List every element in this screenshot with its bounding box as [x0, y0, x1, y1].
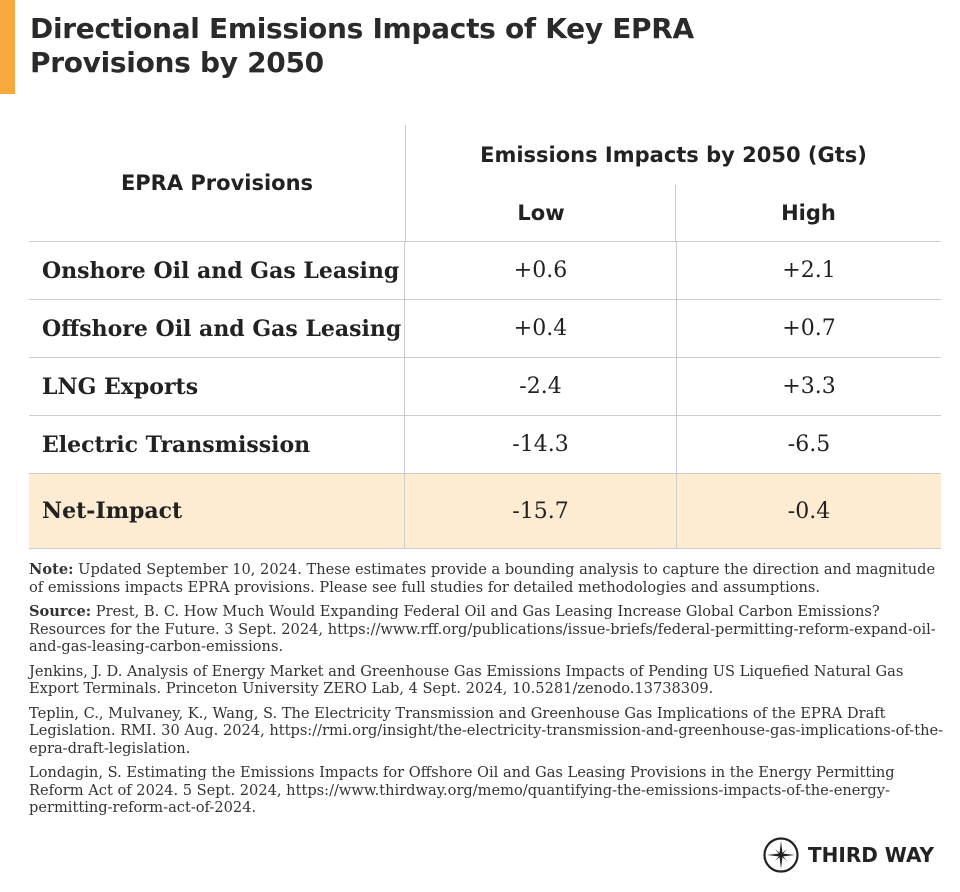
logo-text: THIRD WAY — [808, 843, 934, 867]
table-header: EPRA Provisions Emissions Impacts by 205… — [29, 125, 941, 241]
provision-cell: Net-Impact — [29, 474, 405, 548]
table-row: Offshore Oil and Gas Leasing +0.4 +0.7 — [29, 299, 941, 357]
emissions-table: EPRA Provisions Emissions Impacts by 205… — [29, 125, 941, 549]
high-header: High — [781, 201, 836, 225]
table-row: LNG Exports -2.4 +3.3 — [29, 357, 941, 415]
compass-star-icon — [763, 837, 799, 873]
high-cell: +2.1 — [782, 258, 836, 283]
column-divider — [675, 185, 676, 241]
accent-bar — [0, 0, 15, 94]
notes-section: Note: Updated September 10, 2024. These … — [29, 561, 944, 824]
high-cell: +0.7 — [782, 316, 836, 341]
low-header: Low — [517, 201, 565, 225]
third-way-logo: THIRD WAY — [762, 836, 934, 874]
high-cell: -0.4 — [787, 498, 831, 524]
page-title: Directional Emissions Impacts of Key EPR… — [30, 12, 694, 79]
low-cell: -14.3 — [405, 416, 677, 473]
source-label: Source: — [29, 603, 92, 620]
reference: Londagin, S. Estimating the Emissions Im… — [29, 764, 895, 816]
low-cell: +0.4 — [405, 300, 677, 357]
provision-cell: Electric Transmission — [29, 416, 405, 473]
net-impact-row: Net-Impact -15.7 -0.4 — [29, 473, 941, 549]
provisions-header: EPRA Provisions — [29, 125, 406, 241]
note-paragraph: Note: Updated September 10, 2024. These … — [29, 561, 944, 596]
source-text: Prest, B. C. How Much Would Expanding Fe… — [29, 603, 936, 655]
low-cell: -15.7 — [405, 474, 677, 548]
table-row: Electric Transmission -14.3 -6.5 — [29, 415, 941, 473]
emissions-group-header: Emissions Impacts by 2050 (Gts) — [480, 143, 867, 167]
provision-cell: Onshore Oil and Gas Leasing — [29, 242, 405, 299]
low-cell: +0.6 — [405, 242, 677, 299]
provision-cell: LNG Exports — [29, 358, 405, 415]
table-row: Onshore Oil and Gas Leasing +0.6 +2.1 — [29, 241, 941, 299]
reference: Jenkins, J. D. Analysis of Energy Market… — [29, 662, 904, 698]
source-paragraph: Source: Prest, B. C. How Much Would Expa… — [29, 603, 944, 656]
provision-cell: Offshore Oil and Gas Leasing — [29, 300, 405, 357]
reference: Teplin, C., Mulvaney, K., Wang, S. The E… — [29, 704, 944, 757]
note-text: Updated September 10, 2024. These estima… — [29, 561, 936, 596]
high-cell: -6.5 — [787, 432, 831, 457]
low-cell: -2.4 — [405, 358, 677, 415]
note-label: Note: — [29, 561, 74, 578]
high-cell: +3.3 — [782, 374, 836, 399]
